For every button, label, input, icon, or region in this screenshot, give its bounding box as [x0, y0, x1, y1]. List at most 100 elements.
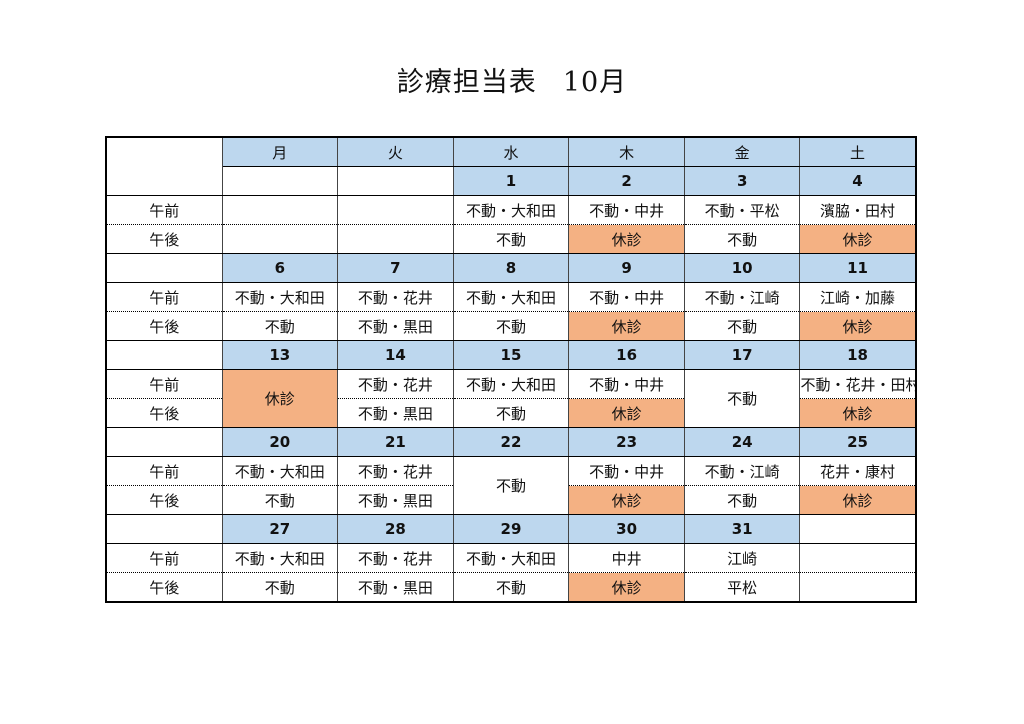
weekday-fri: 金: [683, 136, 801, 167]
pm-cell: [337, 224, 454, 254]
am-cell: 濱脇・田村: [799, 195, 917, 225]
pm-cell: 不動: [221, 311, 339, 341]
date-cell-empty: [221, 166, 339, 196]
date-row: 13 14 15 16 17 18: [105, 340, 917, 370]
am-cell: 不動・花井: [337, 456, 454, 486]
date-cell: 15: [452, 340, 570, 370]
date-cell: 23: [568, 427, 685, 457]
corner-cell: [105, 136, 223, 196]
pm-cell-closed: 休診: [799, 311, 917, 341]
am-cell: 不動・江崎: [683, 456, 801, 486]
pm-cell: 不動・黒田: [337, 311, 454, 341]
weekday-mon: 月: [221, 136, 339, 167]
pm-cell: 不動: [452, 224, 570, 254]
pm-row: 午後 不動 休診 不動 休診: [105, 224, 917, 254]
am-cell: 不動・大和田: [221, 456, 339, 486]
pm-row: 午後 不動 不動・黒田 休診 不動 休診: [105, 485, 917, 515]
am-cell: 不動・平松: [683, 195, 801, 225]
pm-label: 午後: [105, 224, 223, 254]
am-cell: 不動・大和田: [452, 195, 570, 225]
am-cell: 不動・中井: [568, 195, 685, 225]
allday-cell: 不動: [683, 369, 801, 428]
allday-cell-closed: 休診: [221, 369, 339, 428]
date-cell-empty: [799, 514, 917, 544]
pm-cell: 不動: [452, 311, 570, 341]
allday-cell: 不動: [452, 456, 570, 515]
pm-cell-closed: 休診: [568, 485, 685, 515]
am-label: 午前: [105, 282, 223, 312]
pm-cell: 不動: [221, 485, 339, 515]
date-cell: 14: [337, 340, 454, 370]
am-row: 午前 不動・大和田 不動・中井 不動・平松 濱脇・田村: [105, 195, 917, 225]
schedule-table: 月 火 水 木 金 土 1 2 3 4 午前 不動・大和田 不動・中井 不動・平…: [105, 136, 917, 603]
am-label: 午前: [105, 195, 223, 225]
pm-cell: [799, 572, 917, 603]
pm-cell: 不動: [452, 572, 570, 603]
am-cell: [221, 195, 339, 225]
title-main: 診療担当表: [396, 67, 537, 98]
am-cell: [799, 543, 917, 573]
weekday-wed: 水: [452, 136, 570, 167]
weekday-thu: 木: [568, 136, 685, 167]
page-title: 診療担当表 10月: [0, 60, 1024, 99]
pm-cell: 不動・黒田: [337, 398, 454, 428]
date-cell: 22: [452, 427, 570, 457]
pm-cell-closed: 休診: [568, 398, 685, 428]
am-label: 午前: [105, 456, 223, 486]
pm-label: 午後: [105, 398, 223, 428]
pm-row: 午後 不動・黒田 不動 休診 休診: [105, 398, 917, 428]
pm-label: 午後: [105, 485, 223, 515]
date-row-label: [105, 427, 223, 457]
date-cell: 24: [683, 427, 801, 457]
pm-cell: 不動・黒田: [337, 485, 454, 515]
weekday-header-row: 月 火 水 木 金 土: [105, 136, 917, 196]
am-cell: 不動・大和田: [452, 369, 570, 399]
date-row-label: [105, 514, 223, 544]
date-cell: 25: [799, 427, 917, 457]
am-cell: 江崎: [683, 543, 801, 573]
am-row: 午前 不動・大和田 不動・花井 不動 不動・中井 不動・江崎 花井・康村: [105, 456, 917, 515]
pm-cell-closed: 休診: [568, 224, 685, 254]
am-label: 午前: [105, 543, 223, 573]
am-cell: 不動・大和田: [221, 282, 339, 312]
date-row: 27 28 29 30 31: [105, 514, 917, 544]
date-cell: 21: [337, 427, 454, 457]
date-cell: 31: [683, 514, 801, 544]
am-cell: 不動・江崎: [683, 282, 801, 312]
date-cell: 27: [221, 514, 339, 544]
pm-cell: 不動: [683, 485, 801, 515]
am-row: 午前 不動・大和田 不動・花井 不動・大和田 不動・中井 不動・江崎 江崎・加藤: [105, 282, 917, 312]
am-row: 午前 不動・大和田 不動・花井 不動・大和田 中井 江崎: [105, 543, 917, 573]
pm-cell-closed: 休診: [799, 398, 917, 428]
am-cell: 不動・花井: [337, 543, 454, 573]
date-cell: 13: [221, 340, 339, 370]
pm-cell: 不動: [452, 398, 570, 428]
am-cell: 不動・中井: [568, 456, 685, 486]
pm-cell: 不動: [683, 224, 801, 254]
am-cell: 不動・大和田: [221, 543, 339, 573]
am-cell: 中井: [568, 543, 685, 573]
am-cell: 不動・大和田: [452, 282, 570, 312]
am-cell: 江崎・加藤: [799, 282, 917, 312]
pm-cell: 不動: [683, 311, 801, 341]
pm-cell-closed: 休診: [568, 311, 685, 341]
am-cell: 不動・中井: [568, 282, 685, 312]
weekday-sat: 土: [799, 136, 917, 167]
pm-label: 午後: [105, 311, 223, 341]
date-cell: 16: [568, 340, 685, 370]
date-cell: 6: [221, 253, 339, 283]
pm-row: 午後 不動 不動・黒田 不動 休診 平松: [105, 572, 917, 603]
date-row: 6 7 8 9 10 11: [105, 253, 917, 283]
date-cell: 29: [452, 514, 570, 544]
date-cell: 9: [568, 253, 685, 283]
am-cell: 不動・花井: [337, 369, 454, 399]
date-row-label: [105, 340, 223, 370]
date-cell: 20: [221, 427, 339, 457]
date-cell: 7: [337, 253, 454, 283]
pm-cell-closed: 休診: [799, 485, 917, 515]
weekday-tue: 火: [337, 136, 454, 167]
date-cell: 11: [799, 253, 917, 283]
am-cell: 不動・中井: [568, 369, 685, 399]
pm-cell: 不動・黒田: [337, 572, 454, 603]
date-cell-empty: [337, 166, 454, 196]
